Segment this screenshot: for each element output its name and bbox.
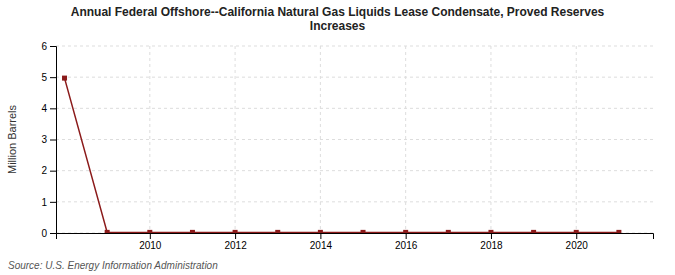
- marker: [488, 230, 493, 233]
- marker: [190, 230, 195, 233]
- tick: 5: [41, 72, 56, 83]
- plot-area: 2010 2012 2014 2016 2018 2020 0 1 2 3 4 5 6: [41, 41, 653, 251]
- tick-label: 1: [41, 197, 47, 208]
- tick-mark: [406, 233, 407, 239]
- tick-label: 2016: [395, 240, 418, 251]
- tick: 3: [41, 134, 56, 145]
- tick-mark: [50, 108, 56, 109]
- axis-line: [57, 234, 654, 240]
- tick-label: 4: [41, 103, 47, 114]
- grid: [56, 46, 653, 233]
- tick: 4: [41, 103, 56, 114]
- tick: 6: [41, 41, 56, 52]
- marker: [147, 230, 152, 233]
- title: Annual Federal Offshore--California Natu…: [71, 5, 605, 33]
- marker: [446, 230, 451, 233]
- title-line: Increases: [310, 19, 366, 33]
- chart: 2010 2012 2014 2016 2018 2020 0 1 2 3 4 5 6 Million B…: [0, 0, 675, 275]
- grid-line-y: [56, 139, 653, 140]
- marker: [62, 76, 67, 81]
- grid-line-x: [149, 46, 150, 233]
- tick-label: 2010: [139, 240, 162, 251]
- grid-line-x: [576, 46, 577, 233]
- grid-line-x: [320, 46, 321, 233]
- marker: [233, 230, 238, 233]
- x-axis: 2010 2012 2014 2016 2018 2020: [57, 233, 654, 251]
- tick-mark: [50, 202, 56, 203]
- tick-mark: [50, 233, 56, 234]
- tick-label: 2014: [310, 240, 333, 251]
- tick-mark: [150, 233, 151, 239]
- tick: 2: [41, 165, 56, 176]
- marker: [275, 230, 280, 233]
- tick-label: 2: [41, 165, 47, 176]
- grid-line-y: [56, 46, 653, 47]
- y-axis: 0 1 2 3 4 5 6: [41, 41, 56, 239]
- marker: [318, 230, 323, 233]
- title-line: Annual Federal Offshore--California Natu…: [71, 5, 605, 19]
- tick-mark: [235, 233, 236, 239]
- tick: 2010: [139, 233, 162, 251]
- tick-label: 5: [41, 72, 47, 83]
- tick-mark: [50, 171, 56, 172]
- tick-mark: [50, 46, 56, 47]
- tick-label: 6: [41, 41, 47, 52]
- tick-label: 3: [41, 134, 47, 145]
- tick-mark: [50, 77, 56, 78]
- tick-mark: [576, 233, 577, 239]
- tick: 2016: [395, 233, 418, 251]
- marker: [403, 230, 408, 233]
- tick: 2012: [224, 233, 247, 251]
- marker: [616, 230, 621, 233]
- marker: [574, 230, 579, 233]
- tick: 0: [41, 228, 56, 239]
- grid-line-x: [490, 46, 491, 233]
- grid-line-y: [56, 201, 653, 202]
- y-axis-label: Million Barrels: [6, 104, 18, 174]
- source: Source: U.S. Energy Information Administ…: [8, 260, 218, 271]
- tick-label: 2018: [480, 240, 503, 251]
- marker: [531, 230, 536, 233]
- grid-line-y: [56, 170, 653, 171]
- tick-label: 0: [41, 228, 47, 239]
- tick: 1: [41, 197, 56, 208]
- axis-line: [50, 47, 57, 234]
- tick: 2020: [566, 233, 589, 251]
- line: [65, 78, 619, 232]
- marks: [62, 76, 621, 233]
- tick-mark: [50, 140, 56, 141]
- tick: 2014: [310, 233, 333, 251]
- marker: [361, 230, 366, 233]
- grid-line-y: [56, 108, 653, 109]
- grid-line-x: [235, 46, 236, 233]
- tick: 2018: [480, 233, 503, 251]
- tick-label: 2020: [566, 240, 589, 251]
- tick-label: 2012: [224, 240, 247, 251]
- marker: [105, 230, 110, 233]
- tick-mark: [491, 233, 492, 239]
- tick-mark: [320, 233, 321, 239]
- grid-line-x: [405, 46, 406, 233]
- grid-line-y: [56, 77, 653, 78]
